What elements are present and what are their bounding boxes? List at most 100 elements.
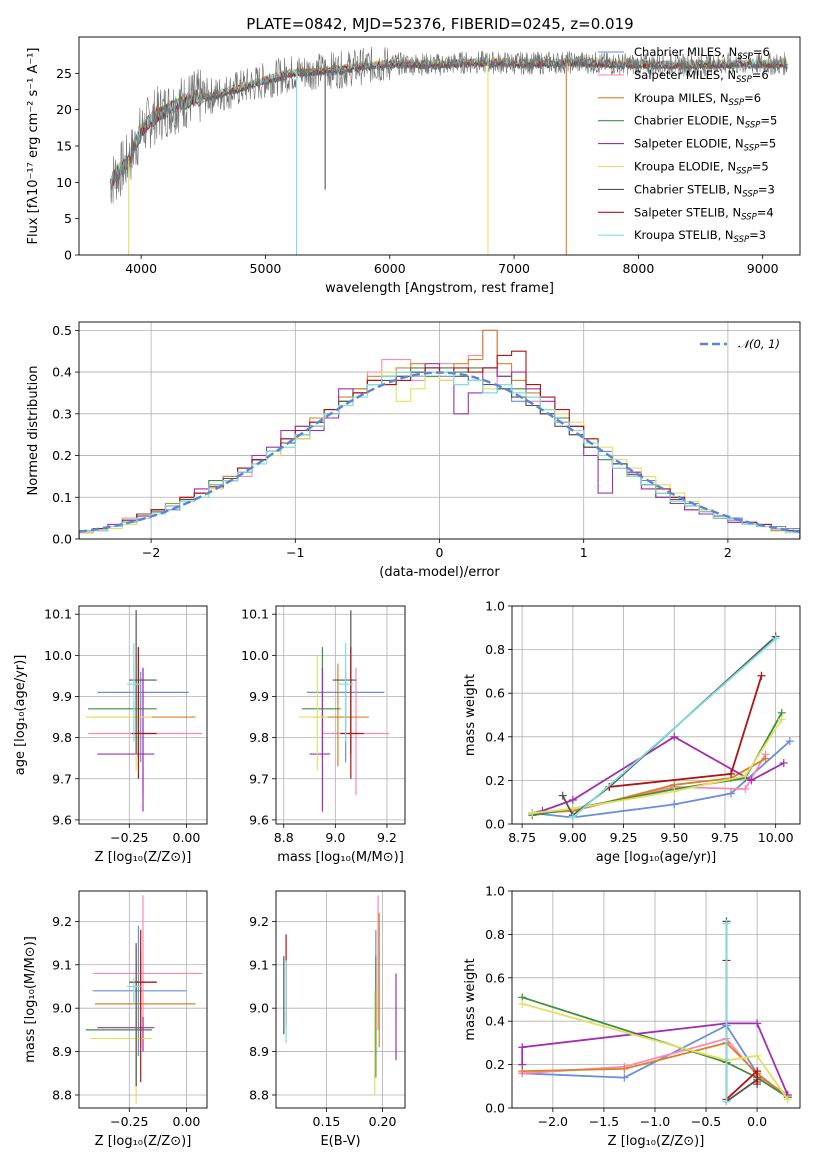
- y-tick-label: 25: [56, 66, 72, 81]
- mass-weight-marker: [518, 1060, 527, 1069]
- x-tick-label: 2: [724, 545, 732, 560]
- legend-entry: Chabrier ELODIE, NSSP=5: [634, 114, 777, 131]
- y-tick-label: 0.5: [52, 323, 72, 338]
- legend-entry: Salpeter ELODIE, NSSP=5: [634, 137, 776, 154]
- y-tick-label: 0: [64, 248, 72, 263]
- y-tick-label: 20: [56, 102, 72, 117]
- mass-weight-marker: [620, 1073, 629, 1082]
- x-tick-label: −0.25: [110, 1114, 148, 1129]
- x-tick-label: 9.2: [377, 830, 397, 845]
- x-tick-label: −1.5: [589, 1114, 619, 1129]
- y-tick-label: 0.6: [485, 970, 505, 985]
- y-tick-label: 0.0: [485, 1101, 505, 1116]
- x-tick-label: 5000: [250, 261, 282, 276]
- y-tick-label: 8.8: [52, 1087, 72, 1102]
- y-tick-label: 9.7: [52, 771, 72, 786]
- x-tick-label: 0.0: [747, 1114, 767, 1129]
- mass-weight-marker: [722, 919, 731, 928]
- y-axis-label: Normed distribution: [26, 366, 41, 496]
- axes-frame: [511, 890, 801, 1109]
- mass-weight-marker: [727, 789, 736, 798]
- y-tick-label: 8.9: [249, 1044, 269, 1059]
- y-tick-label: 0.6: [485, 686, 505, 701]
- legend-entry: Chabrier STELIB, NSSP=3: [634, 182, 775, 199]
- metallicity-age-panel: −0.25 0.00 9.6 9.7 9.8 9.9 10.0 10.1 Z [log₁₀(Z/…: [13, 605, 208, 865]
- x-tick-label: −0.25: [110, 830, 148, 845]
- mass-weight-marker: [620, 1064, 629, 1073]
- plot-area: [79, 329, 800, 539]
- y-tick-label: 9.9: [52, 689, 72, 704]
- y-tick-label: 0.4: [485, 1014, 505, 1029]
- y-tick-label: 10: [56, 175, 72, 190]
- x-axis-label: (data-model)/error: [379, 565, 500, 580]
- plot-area: [85, 610, 203, 812]
- x-tick-label: 9.50: [660, 830, 688, 845]
- mass-weight-marker: [753, 1077, 762, 1086]
- mass-weight-marker: [761, 754, 770, 763]
- reddening-mass-panel: 0.15 0.20 8.8 8.9 9.0 9.1 9.2 E(B-V): [249, 890, 406, 1149]
- x-tick-label: −1.0: [640, 1114, 670, 1129]
- mass-weight-marker: [670, 800, 679, 809]
- y-tick-label: 10.1: [241, 607, 269, 622]
- y-tick-label: 5: [64, 211, 72, 226]
- x-tick-label: 1: [580, 545, 588, 560]
- residuals-panel: −2 −1 0 1 2 0.0 0.1 0.2 0.3 0.4 0.5 (data-model)/er…: [26, 321, 801, 580]
- mass-weight-series: [609, 675, 763, 788]
- y-tick-label: 9.2: [52, 914, 72, 929]
- mass-weight-marker: [568, 796, 577, 805]
- x-axis-label: E(B-V): [320, 1134, 360, 1149]
- x-axis-label: Z [log₁₀(Z/Z⊙)]: [608, 1134, 705, 1149]
- y-tick-label: 0.3: [52, 406, 72, 421]
- x-axis-label: age [log₁₀(age/yr)]: [596, 850, 717, 865]
- y-tick-label: 0.4: [485, 729, 505, 744]
- x-tick-label: −2: [142, 545, 160, 560]
- y-axis-label: mass weight: [463, 958, 478, 1040]
- x-tick-label: 10.00: [758, 830, 794, 845]
- legend-entry: Kroupa STELIB, NSSP=3: [634, 228, 766, 245]
- x-tick-label: 9.25: [610, 830, 638, 845]
- axes-frame: [511, 605, 801, 825]
- y-tick-label: 9.6: [52, 812, 72, 827]
- metallicity-mass-weight-panel: −2.0 −1.5 −1.0 −0.5 0.0 0.0 0.2 0.4 0.6 0.8 1.0 Z […: [463, 884, 801, 1149]
- y-tick-label: 10.0: [241, 648, 269, 663]
- y-tick-label: 0.0: [52, 532, 72, 547]
- y-tick-label: 9.0: [52, 1001, 72, 1016]
- mass-weight-marker: [753, 1019, 762, 1028]
- legend-entry: Kroupa MILES, NSSP=6: [634, 91, 761, 108]
- axes-frame: [78, 605, 208, 825]
- y-tick-label: 0.8: [485, 642, 505, 657]
- mass-weight-marker: [727, 769, 736, 778]
- mass-weight-marker: [518, 999, 527, 1008]
- model-spectrum-line: [110, 57, 788, 186]
- observed-spectrum-line: [109, 46, 788, 204]
- plot-area: [109, 46, 788, 255]
- y-tick-label: 8.8: [249, 1087, 269, 1102]
- age-mass-weight-panel: 8.75 9.00 9.25 9.50 9.75 10.00 0.0 0.2 0.4 0.6 0.8…: [463, 599, 801, 865]
- x-axis-label: Z [log₁₀(Z/Z⊙)]: [95, 1134, 192, 1149]
- y-tick-label: 9.1: [249, 957, 269, 972]
- x-tick-label: 9.00: [559, 830, 587, 845]
- plot-area: [283, 895, 397, 1095]
- mass-weight-series: [572, 638, 777, 819]
- axes-frame: [78, 890, 208, 1109]
- y-tick-label: 0.2: [485, 1057, 505, 1072]
- x-tick-label: −1: [286, 545, 304, 560]
- figure-title: PLATE=0842, MJD=52376, FIBERID=0245, z=0…: [246, 15, 633, 33]
- axes-frame: [275, 890, 406, 1109]
- x-tick-label: 6000: [374, 261, 406, 276]
- mass-weight-marker: [747, 776, 756, 785]
- x-tick-label: 8000: [622, 261, 654, 276]
- mass-weight-marker: [741, 772, 750, 781]
- mass-weight-marker: [771, 634, 780, 643]
- mass-weight-marker: [753, 1051, 762, 1060]
- mass-weight-marker: [670, 732, 679, 741]
- legend-entry: 𝒩(0, 1): [738, 337, 780, 351]
- y-axis-label: mass weight: [463, 674, 478, 756]
- y-tick-label: 0.2: [52, 448, 72, 463]
- x-tick-label: 8.8: [274, 830, 294, 845]
- mass-weight-marker: [741, 785, 750, 794]
- y-tick-label: 0.1: [52, 490, 72, 505]
- mass-weight-marker: [670, 787, 679, 796]
- mass-weight-marker: [518, 1043, 527, 1052]
